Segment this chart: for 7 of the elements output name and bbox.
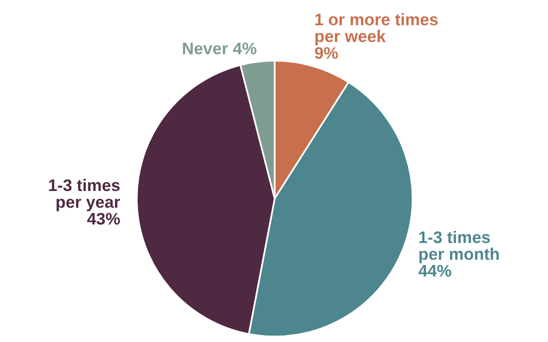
data-label: 44% (418, 264, 452, 277)
data-label: 43% (87, 212, 120, 225)
slice-label: Never 4% (182, 42, 256, 54)
slice-label: 1-3 times per month (419, 230, 499, 264)
slice-label: 1-3 times per year (49, 178, 120, 212)
data-label: 9% (314, 47, 338, 59)
slice-label: 1 or more times per week (315, 13, 438, 46)
